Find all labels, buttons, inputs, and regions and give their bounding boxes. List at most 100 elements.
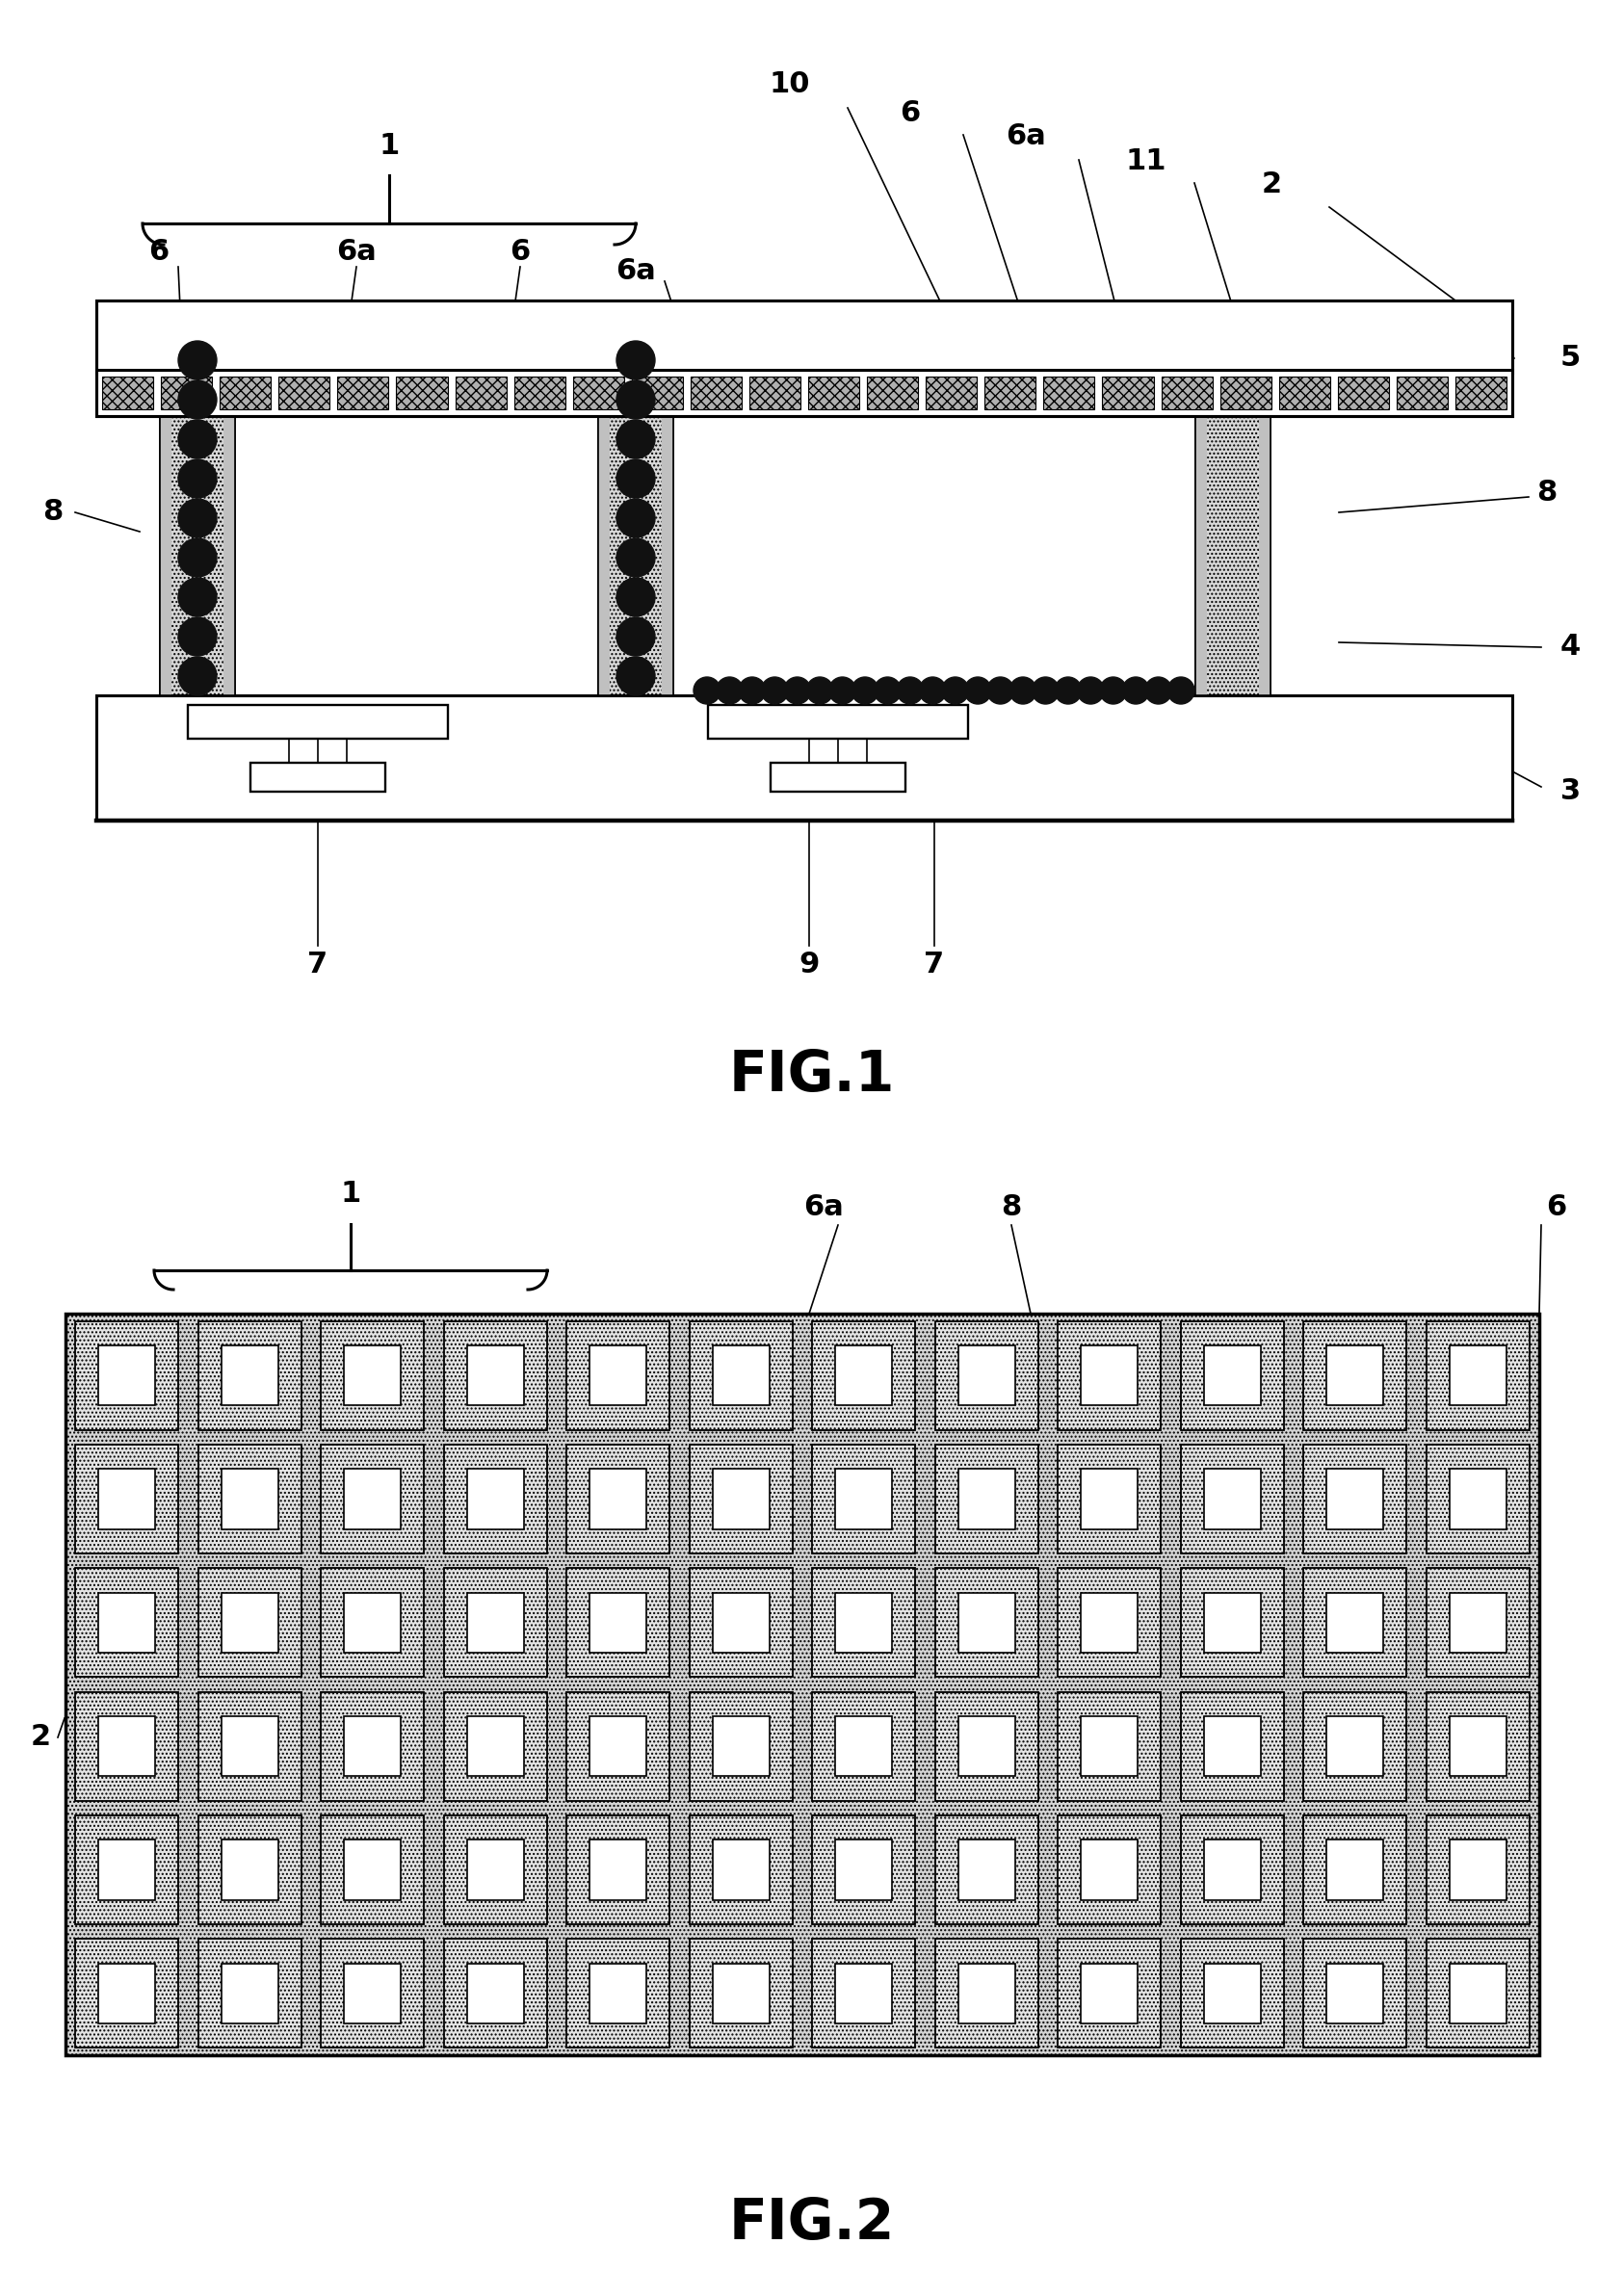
Bar — [1327, 1469, 1384, 1529]
Bar — [221, 1963, 278, 2023]
Bar — [1450, 1345, 1505, 1405]
Circle shape — [942, 677, 970, 705]
Circle shape — [693, 677, 721, 705]
Bar — [1181, 1692, 1285, 1800]
Bar — [835, 1593, 892, 1653]
Bar — [812, 1568, 916, 1676]
Bar — [713, 1593, 770, 1653]
Bar — [1278, 377, 1330, 409]
Bar — [99, 1345, 156, 1405]
Bar — [1327, 1717, 1384, 1777]
Bar — [1304, 1568, 1406, 1676]
Bar — [1259, 416, 1270, 696]
Circle shape — [762, 677, 788, 705]
Bar — [689, 1568, 793, 1676]
Bar — [1203, 1963, 1260, 2023]
Bar — [1304, 1444, 1406, 1554]
Bar — [689, 1816, 793, 1924]
Bar — [75, 1940, 179, 2048]
Bar — [96, 301, 1512, 416]
Bar — [661, 416, 674, 696]
Bar — [1057, 1444, 1161, 1554]
Circle shape — [739, 677, 765, 705]
Bar — [75, 1444, 179, 1554]
Bar — [219, 377, 271, 409]
Bar — [1181, 1320, 1285, 1430]
Bar — [984, 377, 1036, 409]
Bar — [75, 1568, 179, 1676]
Circle shape — [617, 340, 654, 379]
Bar — [161, 377, 213, 409]
Circle shape — [851, 677, 879, 705]
Circle shape — [179, 459, 216, 498]
Bar — [1057, 1568, 1161, 1676]
Bar — [835, 1717, 892, 1777]
Bar — [590, 1717, 646, 1777]
Bar — [935, 1692, 1038, 1800]
Bar — [958, 1839, 1015, 1899]
Bar — [1057, 1320, 1161, 1430]
Bar — [689, 1444, 793, 1554]
Bar — [198, 1816, 302, 1924]
Bar — [221, 1469, 278, 1529]
Bar — [344, 1963, 401, 2023]
Bar — [713, 1345, 770, 1405]
Text: 6: 6 — [1546, 1194, 1567, 1221]
Circle shape — [179, 657, 216, 696]
Bar — [322, 1816, 424, 1924]
Text: 7: 7 — [924, 951, 945, 978]
Bar — [567, 1940, 669, 2048]
Bar — [65, 1313, 1540, 2055]
Bar — [250, 762, 385, 792]
Bar — [689, 1692, 793, 1800]
Text: 6a: 6a — [1005, 122, 1046, 152]
Bar — [1181, 1568, 1285, 1676]
Bar — [1203, 1469, 1260, 1529]
Bar — [935, 1816, 1038, 1924]
Bar — [443, 1940, 547, 2048]
Bar — [1203, 1839, 1260, 1899]
Bar — [198, 1940, 302, 2048]
Bar — [590, 1839, 646, 1899]
Bar — [1450, 1839, 1505, 1899]
Bar — [344, 1717, 401, 1777]
Bar — [221, 1345, 278, 1405]
Bar — [188, 705, 448, 739]
Text: 8: 8 — [1536, 480, 1557, 507]
Bar — [1057, 1692, 1161, 1800]
Bar — [75, 1816, 179, 1924]
Bar — [689, 1320, 793, 1430]
Bar — [590, 1963, 646, 2023]
Bar — [468, 1717, 523, 1777]
Bar — [468, 1963, 523, 2023]
Circle shape — [1010, 677, 1036, 705]
Circle shape — [1122, 677, 1150, 705]
Text: FIG.2: FIG.2 — [729, 2197, 895, 2250]
Circle shape — [784, 677, 810, 705]
Bar — [935, 1320, 1038, 1430]
Bar — [1195, 416, 1270, 696]
Bar — [322, 1444, 424, 1554]
Bar — [96, 696, 1512, 820]
Bar — [322, 1692, 424, 1800]
Text: 10: 10 — [770, 69, 810, 99]
Bar — [1195, 416, 1270, 696]
Bar — [809, 377, 859, 409]
Bar — [1082, 1717, 1138, 1777]
Bar — [99, 1469, 156, 1529]
Bar — [338, 377, 388, 409]
Text: 5: 5 — [1561, 344, 1580, 372]
Bar — [812, 1692, 916, 1800]
Bar — [689, 1940, 793, 2048]
Bar — [99, 1593, 156, 1653]
Bar — [159, 416, 235, 696]
Bar — [690, 377, 742, 409]
Bar — [1338, 377, 1389, 409]
Bar — [1426, 1320, 1530, 1430]
Bar — [935, 1444, 1038, 1554]
Circle shape — [179, 340, 216, 379]
Circle shape — [179, 579, 216, 615]
Bar — [835, 1963, 892, 2023]
Bar — [1082, 1345, 1138, 1405]
Bar — [1181, 1444, 1285, 1554]
